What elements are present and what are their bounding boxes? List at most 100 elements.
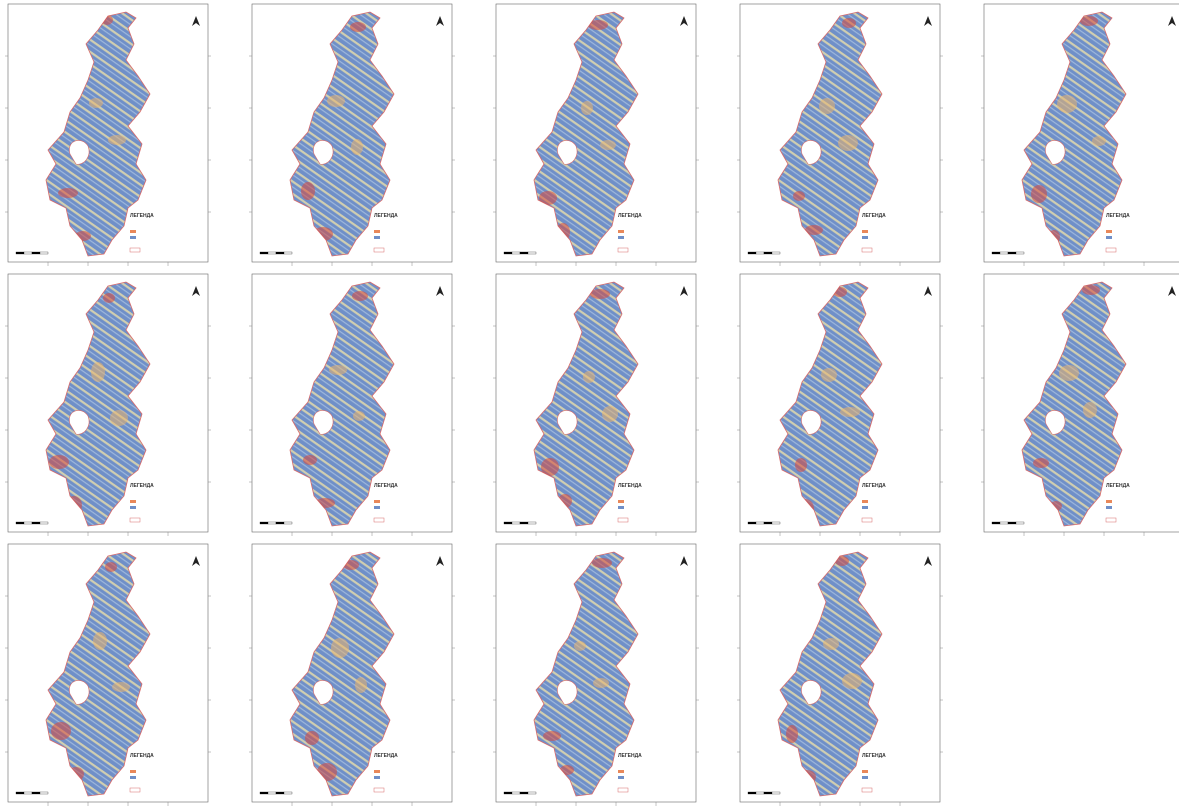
scale-bar xyxy=(268,792,276,794)
hotspot xyxy=(838,135,858,151)
hotspot xyxy=(581,101,593,115)
scale-bar xyxy=(284,792,292,794)
hotspot xyxy=(355,677,367,693)
map-panel: ЛЕГЕНДА xyxy=(981,274,1179,536)
map-panel: ЛЕГЕНДА xyxy=(737,544,943,806)
scale-bar xyxy=(32,792,40,794)
legend-title: ЛЕГЕНДА xyxy=(862,213,886,219)
legend-high xyxy=(862,500,868,503)
scale-bar xyxy=(1008,252,1016,254)
scale-bar xyxy=(1016,522,1024,524)
scale-bar xyxy=(504,792,512,794)
hotspot xyxy=(303,455,317,465)
scale-bar xyxy=(520,252,528,254)
hotspot xyxy=(329,365,347,375)
hotspot xyxy=(543,731,561,741)
hotspot xyxy=(110,410,128,426)
hotspot xyxy=(351,139,363,155)
scale-bar xyxy=(764,522,772,524)
map-panel: ЛЕГЕНДА xyxy=(493,4,699,266)
hotspot xyxy=(89,98,103,108)
hotspot xyxy=(51,722,71,740)
hotspot xyxy=(842,18,856,28)
hotspot xyxy=(58,188,78,198)
scale-bar xyxy=(16,792,24,794)
hotspot xyxy=(574,641,586,651)
scale-bar xyxy=(512,792,520,794)
hotspot xyxy=(600,140,616,150)
hotspot xyxy=(583,371,595,383)
scale-bar xyxy=(276,252,284,254)
legend-high xyxy=(374,500,380,503)
legend-title: ЛЕГЕНДА xyxy=(1106,213,1130,219)
legend-low xyxy=(1106,236,1112,239)
map-sheet: ЛЕГЕНДАЛЕГЕНДАЛЕГЕНДАЛЕГЕНДАЛЕГЕНДАЛЕГЕН… xyxy=(0,0,1179,812)
legend-high xyxy=(862,230,868,233)
hotspot xyxy=(1082,285,1100,295)
scale-bar xyxy=(992,252,1000,254)
legend-low xyxy=(374,506,380,509)
hotspot xyxy=(331,638,349,658)
scale-bar xyxy=(24,522,32,524)
hotspot xyxy=(1033,458,1049,468)
legend-title: ЛЕГЕНДА xyxy=(374,483,398,489)
scale-bar xyxy=(24,252,32,254)
hotspot xyxy=(103,293,115,303)
legend-low xyxy=(618,236,624,239)
hotspot xyxy=(602,406,618,422)
hotspot xyxy=(1059,365,1079,381)
scale-bar xyxy=(764,252,772,254)
hotspot xyxy=(327,95,345,107)
hotspot xyxy=(593,678,609,688)
scale-bar xyxy=(528,522,536,524)
scale-bar xyxy=(260,792,268,794)
map-panel: ЛЕГЕНДА xyxy=(493,274,699,536)
hotspot xyxy=(793,191,805,201)
legend-high xyxy=(618,230,624,233)
scale-bar xyxy=(520,522,528,524)
legend-title: ЛЕГЕНДА xyxy=(130,213,154,219)
scale-bar xyxy=(772,252,780,254)
scale-bar xyxy=(32,252,40,254)
scale-bar xyxy=(260,522,268,524)
legend-title: ЛЕГЕНДА xyxy=(618,213,642,219)
map-panel: ЛЕГЕНДА xyxy=(5,274,211,536)
scale-bar xyxy=(756,522,764,524)
legend-title: ЛЕГЕНДА xyxy=(374,213,398,219)
legend-low xyxy=(130,776,136,779)
map-panel: ЛЕГЕНДА xyxy=(737,4,943,266)
hotspot xyxy=(1092,136,1106,146)
scale-bar xyxy=(512,522,520,524)
scale-bar xyxy=(40,792,48,794)
scale-bar xyxy=(748,792,756,794)
legend-low xyxy=(374,236,380,239)
hotspot xyxy=(108,135,126,145)
scale-bar xyxy=(756,252,764,254)
hotspot xyxy=(105,562,117,572)
scale-bar xyxy=(1000,522,1008,524)
hotspot xyxy=(352,291,368,301)
legend-title: ЛЕГЕНДА xyxy=(130,753,154,759)
scale-bar xyxy=(1008,522,1016,524)
scale-bar xyxy=(748,522,756,524)
scale-bar xyxy=(528,792,536,794)
hotspot xyxy=(91,362,105,382)
scale-bar xyxy=(40,522,48,524)
legend-low xyxy=(1106,506,1112,509)
hotspot xyxy=(823,638,839,650)
scale-bar xyxy=(40,252,48,254)
scale-bar xyxy=(260,252,268,254)
hotspot xyxy=(821,368,837,382)
scale-bar xyxy=(284,522,292,524)
scale-bar xyxy=(504,252,512,254)
legend-high xyxy=(374,770,380,773)
hotspot xyxy=(590,289,610,299)
map-panel: ЛЕГЕНДА xyxy=(249,274,455,536)
scale-bar xyxy=(764,792,772,794)
hotspot xyxy=(842,673,862,689)
legend-low xyxy=(618,776,624,779)
scale-bar xyxy=(992,522,1000,524)
hotspot xyxy=(795,458,807,472)
hotspot xyxy=(112,682,130,692)
legend-low xyxy=(618,506,624,509)
